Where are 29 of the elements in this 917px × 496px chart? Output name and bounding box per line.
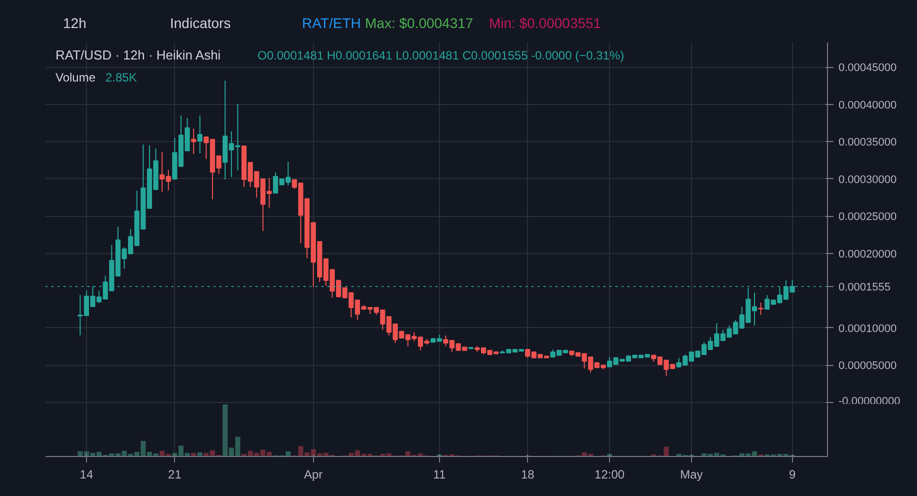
chart-title: RAT/USD · 12h · Heikin Ashi: [56, 48, 221, 62]
y-tick-label: 0.00035000: [838, 136, 897, 149]
x-tick-label: Apr: [304, 468, 323, 482]
y-tick-label: 0.00020000: [838, 248, 897, 260]
chart-title: Volume: [56, 70, 96, 84]
text: Indicators: [170, 14, 231, 33]
y-tick-label: 0.00010000: [838, 322, 897, 335]
y-tick-label: 0.00030000: [838, 174, 897, 186]
x-tick-label: 21: [168, 468, 182, 482]
candlestick: [758, 302, 764, 316]
x-tick-label: 11: [433, 468, 446, 482]
y-tick-label: 0.00025000: [838, 211, 897, 224]
annotation: 2.85K: [106, 70, 137, 84]
ref-line-label: 0.0001555: [838, 281, 890, 294]
x-tick-label: 18: [520, 468, 535, 482]
x-tick-label: 12:00: [594, 468, 625, 482]
x-tick-label: 9: [788, 468, 796, 482]
text: Max: $0.0004317: [365, 14, 474, 33]
y-tick-label: 0.00005000: [838, 360, 897, 372]
text: Min: $0.00003551: [489, 14, 602, 33]
x-tick-label: 14: [80, 468, 94, 482]
text: RAT/ETH: [302, 14, 361, 33]
text: O0.0001481 H0.0001641 L0.0001481 C0.0001555 -0.0000 (−0.31%): [258, 48, 624, 62]
candlestick: [197, 114, 202, 154]
y-tick-label: 0.00040000: [838, 99, 897, 112]
x-tick-label: May: [680, 468, 703, 482]
candlestick: [191, 128, 196, 155]
text: 12h: [63, 14, 86, 33]
y-tick-label: 0.00045000: [838, 62, 897, 74]
